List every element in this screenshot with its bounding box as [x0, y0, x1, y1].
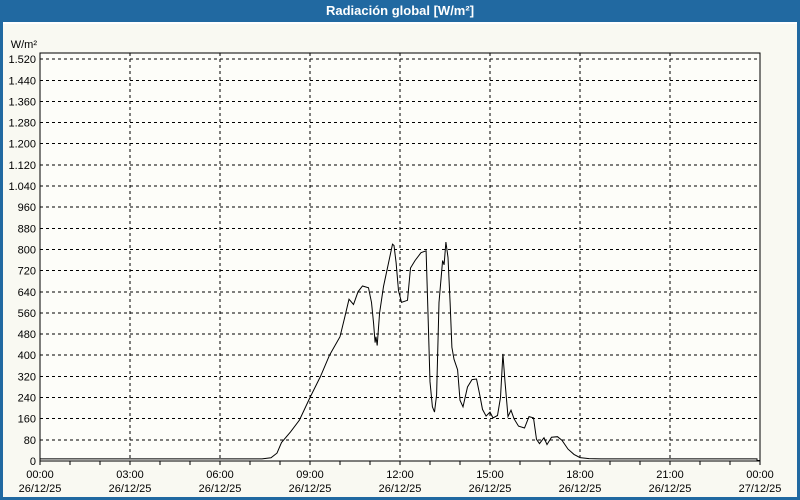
svg-text:09:00: 09:00 — [296, 469, 324, 481]
svg-text:06:00: 06:00 — [206, 469, 234, 481]
svg-text:480: 480 — [18, 329, 36, 341]
svg-text:1.440: 1.440 — [8, 75, 36, 87]
svg-text:1.200: 1.200 — [8, 139, 36, 151]
svg-text:640: 640 — [18, 287, 36, 299]
svg-text:880: 880 — [18, 223, 36, 235]
svg-text:26/12/25: 26/12/25 — [379, 483, 422, 495]
svg-text:1.360: 1.360 — [8, 96, 36, 108]
svg-text:03:00: 03:00 — [116, 469, 144, 481]
svg-text:1.120: 1.120 — [8, 160, 36, 172]
svg-text:26/12/25: 26/12/25 — [649, 483, 692, 495]
svg-text:960: 960 — [18, 202, 36, 214]
svg-text:21:00: 21:00 — [656, 469, 684, 481]
svg-text:26/12/25: 26/12/25 — [109, 483, 152, 495]
svg-text:0: 0 — [30, 456, 36, 468]
svg-text:720: 720 — [18, 266, 36, 278]
y-axis-unit-label: W/m² — [10, 39, 37, 51]
svg-text:26/12/25: 26/12/25 — [469, 483, 512, 495]
svg-text:1.520: 1.520 — [8, 54, 36, 66]
window-title: Radiación global [W/m²] — [325, 3, 475, 18]
svg-text:80: 80 — [24, 435, 36, 447]
svg-text:26/12/25: 26/12/25 — [199, 483, 242, 495]
svg-text:240: 240 — [18, 393, 36, 405]
svg-text:1.280: 1.280 — [8, 118, 36, 130]
svg-text:560: 560 — [18, 308, 36, 320]
svg-text:320: 320 — [18, 371, 36, 383]
svg-text:00:00: 00:00 — [26, 469, 54, 481]
svg-text:18:00: 18:00 — [566, 469, 594, 481]
svg-text:800: 800 — [18, 244, 36, 256]
svg-text:26/12/25: 26/12/25 — [289, 483, 332, 495]
title-bar: Radiación global [W/m²] — [0, 0, 800, 22]
svg-text:1.040: 1.040 — [8, 181, 36, 193]
svg-text:400: 400 — [18, 350, 36, 362]
svg-text:26/12/25: 26/12/25 — [559, 483, 602, 495]
svg-text:12:00: 12:00 — [386, 469, 414, 481]
svg-text:27/12/25: 27/12/25 — [739, 483, 782, 495]
svg-text:26/12/25: 26/12/25 — [19, 483, 62, 495]
svg-text:00:00: 00:00 — [746, 469, 774, 481]
svg-text:15:00: 15:00 — [476, 469, 504, 481]
svg-text:160: 160 — [18, 414, 36, 426]
